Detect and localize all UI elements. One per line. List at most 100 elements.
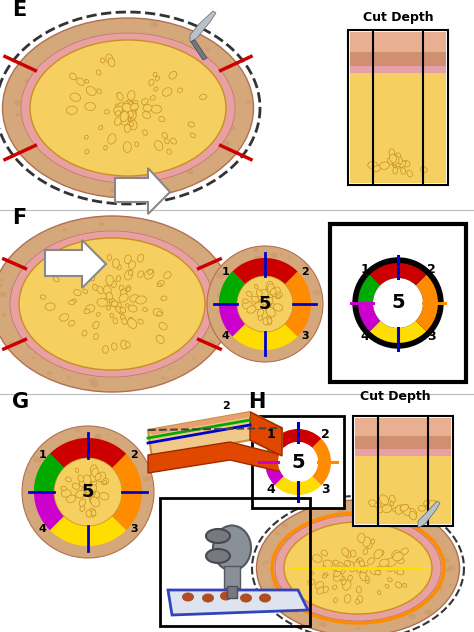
Ellipse shape bbox=[83, 494, 87, 497]
Ellipse shape bbox=[347, 570, 355, 575]
Ellipse shape bbox=[273, 291, 279, 295]
Ellipse shape bbox=[96, 70, 101, 75]
Ellipse shape bbox=[111, 129, 117, 133]
Ellipse shape bbox=[401, 545, 408, 550]
Ellipse shape bbox=[140, 317, 144, 319]
Ellipse shape bbox=[300, 292, 303, 295]
Ellipse shape bbox=[130, 104, 138, 110]
Ellipse shape bbox=[336, 566, 343, 572]
Ellipse shape bbox=[85, 447, 91, 451]
Ellipse shape bbox=[217, 92, 221, 95]
Ellipse shape bbox=[54, 100, 62, 106]
Ellipse shape bbox=[172, 106, 181, 112]
Ellipse shape bbox=[118, 494, 125, 499]
Ellipse shape bbox=[365, 579, 369, 583]
Ellipse shape bbox=[143, 105, 152, 111]
Ellipse shape bbox=[149, 79, 154, 85]
Ellipse shape bbox=[63, 243, 69, 246]
Ellipse shape bbox=[395, 509, 399, 513]
Ellipse shape bbox=[266, 307, 271, 312]
Ellipse shape bbox=[116, 306, 123, 311]
Ellipse shape bbox=[376, 571, 380, 575]
Ellipse shape bbox=[123, 104, 132, 113]
Ellipse shape bbox=[97, 483, 102, 487]
Ellipse shape bbox=[446, 569, 450, 572]
Ellipse shape bbox=[411, 551, 415, 554]
Ellipse shape bbox=[64, 322, 68, 324]
Ellipse shape bbox=[391, 155, 399, 165]
Ellipse shape bbox=[121, 47, 129, 53]
Ellipse shape bbox=[117, 502, 124, 506]
Text: 4: 4 bbox=[38, 523, 46, 533]
Ellipse shape bbox=[364, 566, 368, 568]
Ellipse shape bbox=[426, 500, 436, 509]
Ellipse shape bbox=[252, 325, 259, 331]
Ellipse shape bbox=[384, 580, 387, 582]
Ellipse shape bbox=[270, 288, 276, 295]
Ellipse shape bbox=[125, 103, 130, 109]
Ellipse shape bbox=[67, 290, 75, 296]
Ellipse shape bbox=[155, 76, 160, 80]
Ellipse shape bbox=[404, 507, 409, 512]
Ellipse shape bbox=[74, 289, 81, 296]
Ellipse shape bbox=[103, 298, 112, 307]
Ellipse shape bbox=[61, 492, 69, 498]
Ellipse shape bbox=[128, 90, 135, 100]
Ellipse shape bbox=[353, 584, 357, 587]
Ellipse shape bbox=[206, 529, 230, 543]
Ellipse shape bbox=[412, 573, 419, 578]
Ellipse shape bbox=[60, 504, 67, 509]
Ellipse shape bbox=[79, 480, 85, 487]
Ellipse shape bbox=[230, 318, 236, 322]
Ellipse shape bbox=[82, 331, 87, 336]
Ellipse shape bbox=[271, 274, 276, 278]
Circle shape bbox=[278, 442, 318, 482]
Ellipse shape bbox=[86, 489, 94, 495]
Ellipse shape bbox=[304, 599, 309, 603]
Ellipse shape bbox=[360, 572, 367, 581]
Ellipse shape bbox=[31, 291, 35, 293]
Ellipse shape bbox=[129, 111, 136, 119]
Ellipse shape bbox=[106, 284, 109, 286]
Ellipse shape bbox=[107, 306, 110, 310]
Ellipse shape bbox=[73, 351, 77, 354]
Ellipse shape bbox=[153, 308, 163, 316]
Ellipse shape bbox=[301, 322, 307, 326]
Ellipse shape bbox=[131, 107, 138, 112]
Ellipse shape bbox=[99, 485, 105, 490]
Ellipse shape bbox=[100, 58, 104, 63]
Ellipse shape bbox=[259, 593, 271, 602]
Ellipse shape bbox=[150, 95, 155, 100]
Ellipse shape bbox=[89, 36, 96, 41]
Ellipse shape bbox=[127, 287, 130, 291]
Ellipse shape bbox=[323, 560, 333, 568]
Ellipse shape bbox=[310, 571, 314, 575]
Ellipse shape bbox=[46, 126, 52, 130]
Ellipse shape bbox=[143, 476, 151, 482]
Ellipse shape bbox=[380, 495, 389, 505]
Ellipse shape bbox=[41, 489, 48, 495]
Ellipse shape bbox=[131, 302, 135, 305]
Wedge shape bbox=[34, 492, 64, 530]
Ellipse shape bbox=[338, 568, 346, 574]
Ellipse shape bbox=[109, 298, 113, 300]
Ellipse shape bbox=[380, 162, 389, 169]
Text: 4: 4 bbox=[361, 330, 369, 343]
Ellipse shape bbox=[262, 563, 265, 566]
Ellipse shape bbox=[425, 574, 431, 578]
Ellipse shape bbox=[344, 570, 348, 573]
Ellipse shape bbox=[171, 88, 178, 92]
Ellipse shape bbox=[340, 566, 347, 571]
Ellipse shape bbox=[93, 334, 99, 339]
Bar bbox=[355, 418, 451, 436]
Ellipse shape bbox=[31, 356, 36, 359]
Ellipse shape bbox=[115, 63, 123, 69]
Ellipse shape bbox=[262, 300, 268, 307]
Ellipse shape bbox=[272, 296, 278, 300]
Ellipse shape bbox=[108, 306, 116, 312]
Ellipse shape bbox=[111, 97, 116, 100]
Ellipse shape bbox=[179, 126, 183, 128]
Ellipse shape bbox=[132, 94, 136, 97]
Ellipse shape bbox=[179, 320, 183, 323]
Ellipse shape bbox=[142, 292, 148, 296]
